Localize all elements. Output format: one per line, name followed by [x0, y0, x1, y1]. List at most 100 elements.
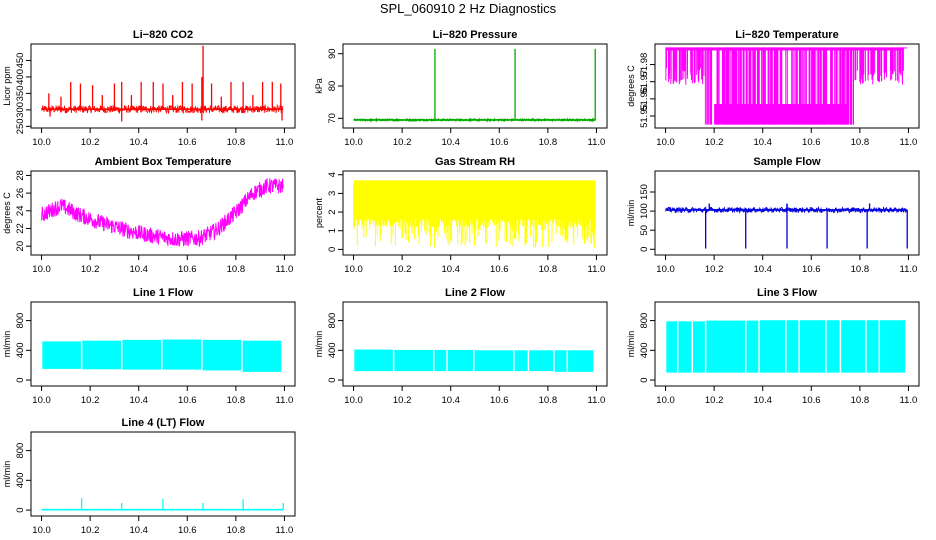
p6-xtick-label-0: 10.0 — [656, 264, 675, 275]
p9-xtick-label-3: 10.6 — [802, 395, 821, 406]
p2-panel: Li−820 Pressure 10.0 10.2 10.4 10.6 10.8 11.0 7… — [314, 29, 608, 148]
p8-xtick-label-1: 10.2 — [393, 395, 412, 406]
p3-ytick-label-2: 51.97 — [639, 70, 650, 94]
p9-frame — [654, 301, 920, 387]
p3-xtick-label-5: 11.0 — [900, 137, 918, 148]
p5-xtick-label-3: 10.6 — [490, 264, 509, 275]
p2-xtick-label-5: 11.0 — [588, 137, 606, 148]
p6-frame — [654, 170, 920, 256]
p8-ytick-label-0: 0 — [327, 377, 338, 382]
p6-xtick-label-3: 10.6 — [802, 264, 821, 275]
p7-ylabel: ml/min — [2, 331, 12, 358]
p5-series — [353, 180, 596, 249]
p10-ytick-label-1: 400 — [15, 472, 26, 488]
p4-xtick-label-4: 10.8 — [227, 264, 246, 275]
p9-block-8 — [826, 320, 840, 373]
p3-title: Li−820 Temperature — [735, 29, 838, 41]
p10-frame — [30, 431, 296, 517]
p8-xtick-label-4: 10.8 — [539, 395, 558, 406]
p4-ytick-label-0: 20 — [15, 241, 26, 252]
p4-ytick-label-1: 22 — [15, 223, 26, 234]
p7-xtick-label-3: 10.6 — [178, 395, 197, 406]
p1-frame — [30, 43, 296, 129]
p2-series — [353, 48, 596, 123]
p7-ytick-label-1: 400 — [15, 342, 26, 358]
p9-block-7 — [799, 320, 826, 373]
p3-panel: Li−820 Temperature 10.0 10.2 10.4 10.6 10.8 11… — [626, 29, 920, 148]
p8-block-7 — [554, 350, 567, 372]
p9-block-10 — [866, 320, 879, 373]
p6-panel: Sample Flow 10.0 10.2 10.4 10.6 10.8 11.0 0 50 10… — [626, 156, 920, 275]
p3-xtick-label-2: 10.4 — [753, 137, 772, 148]
p9-block-5 — [759, 320, 786, 373]
p1-ylabel: Licor ppm — [2, 66, 12, 106]
p3-ytick-label-1: 51.96 — [639, 87, 650, 111]
p8-frame — [342, 301, 608, 387]
p7-ytick-label-2: 800 — [15, 313, 26, 329]
p9-block-1 — [678, 321, 692, 373]
p4-title: Ambient Box Temperature — [95, 156, 232, 168]
p3-ytick-label-3: 51.98 — [639, 53, 650, 77]
p7-ytick-label-0: 0 — [15, 377, 26, 382]
p3-xtick-label-1: 10.2 — [705, 137, 724, 148]
p8-xtick-label-2: 10.4 — [441, 395, 460, 406]
p9-xtick-label-5: 11.0 — [900, 395, 918, 406]
p9-xtick-label-0: 10.0 — [656, 395, 675, 406]
p10-xtick-label-2: 10.4 — [129, 525, 148, 536]
p10-panel: Line 4 (LT) Flow 10.0 10.2 10.4 10.6 10.8 11.0… — [2, 417, 296, 536]
p7-block-4 — [202, 339, 242, 371]
p2-ylabel: kPa — [314, 78, 324, 94]
p5-ylabel: percent — [314, 197, 324, 228]
p2-xtick-label-4: 10.8 — [539, 137, 558, 148]
p10-ylabel: ml/min — [2, 461, 12, 488]
p4-ytick-label-3: 26 — [15, 188, 26, 199]
p5-xtick-label-1: 10.2 — [393, 264, 412, 275]
p1-xtick-label-4: 10.8 — [227, 137, 246, 148]
p3-xtick-label-4: 10.8 — [851, 137, 870, 148]
p10-xtick-label-5: 11.0 — [276, 525, 294, 536]
figure-title: SPL_060910 2 Hz Diagnostics — [379, 1, 557, 16]
p8-ytick-label-1: 400 — [327, 342, 338, 358]
p4-ytick-label-4: 28 — [15, 170, 26, 181]
p3-series-tail — [903, 47, 908, 49]
p9-xtick-label-1: 10.2 — [705, 395, 724, 406]
p5-series-core — [353, 180, 596, 220]
p9-xtick-label-4: 10.8 — [851, 395, 870, 406]
p5-ytick-label-0: 0 — [327, 247, 338, 252]
p5-ytick-label-1: 1 — [327, 228, 338, 233]
p6-xtick-label-4: 10.8 — [851, 264, 870, 275]
p7-block-5 — [242, 340, 282, 372]
p9-xtick-label-2: 10.4 — [753, 395, 772, 406]
p1-ytick-label-1: 300 — [15, 102, 26, 118]
p5-panel: Gas Stream RH 10.0 10.2 10.4 10.6 10.8 11.0 0 1 2… — [314, 156, 608, 275]
p6-ytick-label-2: 100 — [639, 203, 650, 219]
p8-title: Line 2 Flow — [445, 287, 505, 299]
p8-xtick-label-3: 10.6 — [490, 395, 509, 406]
p3-series — [665, 47, 908, 125]
p10-ytick-label-0: 0 — [15, 507, 26, 512]
p7-panel: Line 1 Flow 10.0 10.2 10.4 10.6 10.8 11.0 0 400 8… — [2, 287, 296, 406]
p3-ylabel: degrees C — [626, 65, 636, 107]
p2-ytick-label-0: 70 — [327, 113, 338, 124]
p8-ylabel: ml/min — [314, 331, 324, 358]
p2-xtick-label-2: 10.4 — [441, 137, 460, 148]
p6-xtick-label-5: 11.0 — [900, 264, 918, 275]
p4-xtick-label-1: 10.2 — [81, 264, 100, 275]
p7-frame — [30, 301, 296, 387]
p3-xtick-label-3: 10.6 — [802, 137, 821, 148]
p9-ylabel: ml/min — [626, 331, 636, 358]
p5-ytick-label-2: 2 — [327, 209, 338, 214]
p6-ytick-label-0: 0 — [639, 247, 650, 252]
p4-series — [41, 178, 284, 248]
p1-xtick-label-5: 11.0 — [276, 137, 294, 148]
p7-xtick-label-0: 10.0 — [32, 395, 51, 406]
p10-title: Line 4 (LT) Flow — [122, 417, 205, 429]
p10-xtick-label-0: 10.0 — [32, 525, 51, 536]
p9-series — [666, 320, 906, 373]
p5-xtick-label-5: 11.0 — [588, 264, 606, 275]
p8-xtick-label-0: 10.0 — [344, 395, 363, 406]
p7-block-1 — [82, 340, 121, 370]
p1-ytick-label-4: 450 — [15, 53, 26, 69]
p4-xtick-label-5: 11.0 — [276, 264, 294, 275]
p4-series-line — [41, 178, 284, 248]
